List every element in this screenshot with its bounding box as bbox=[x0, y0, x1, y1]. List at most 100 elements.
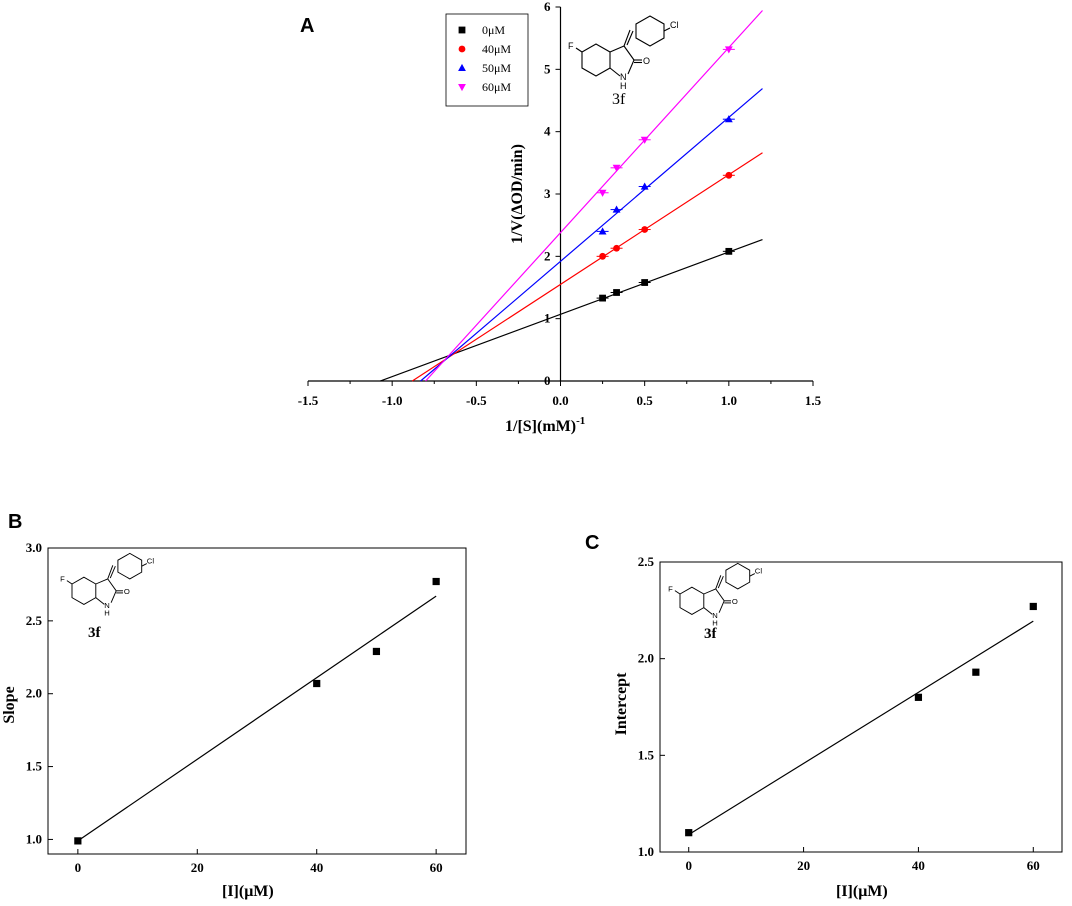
panel-a-ylabel: 1/V(ΔOD/min) bbox=[509, 144, 526, 244]
panel-c-plot: 0 20 40 60 1.0 1.5 2.0 2.5 bbox=[638, 554, 1040, 873]
panel-a-data-point bbox=[640, 182, 649, 190]
panel-a-y-tick-label: 1 bbox=[544, 311, 551, 326]
panel-b-y-tick-label: 3.0 bbox=[26, 540, 42, 555]
panel-c-frame bbox=[659, 561, 1063, 853]
panel-a-data-point bbox=[725, 247, 733, 255]
atom-amine-n: N bbox=[620, 72, 627, 82]
panel-b-y-tick-label: 2.5 bbox=[26, 613, 43, 628]
legend-label: 40μM bbox=[482, 42, 511, 56]
panel-b-plot: 0 20 40 60 1.0 1.5 2.0 2.5 3.0 bbox=[26, 540, 443, 875]
atom-oxygen: O bbox=[643, 56, 650, 66]
panel-b-y-tick-label: 1.0 bbox=[26, 831, 42, 846]
panel-a-molecule-3f: F Cl N H O bbox=[568, 15, 679, 91]
panel-a-data-point bbox=[599, 252, 606, 260]
atom-chlorine: Cl bbox=[147, 557, 155, 566]
panel-a-fit-line bbox=[425, 10, 763, 382]
panel-b-data-point bbox=[372, 647, 381, 656]
panel-c-x-tick-label: 0 bbox=[685, 858, 692, 873]
panel-a-fit-line bbox=[380, 238, 763, 382]
panel-a-x-tick-label: -0.5 bbox=[466, 393, 487, 408]
panel-c-data-point bbox=[685, 829, 693, 837]
panel-a-data-point bbox=[613, 244, 620, 252]
legend-label: 50μM bbox=[482, 61, 511, 75]
panel-b-x-tick-label: 0 bbox=[75, 860, 82, 875]
atom-fluorine: F bbox=[60, 574, 65, 583]
panel-b-data-point bbox=[313, 679, 321, 688]
legend-label: 0μM bbox=[482, 23, 505, 37]
atom-oxygen: O bbox=[124, 587, 130, 596]
panel-b-data-point bbox=[432, 577, 440, 586]
panel-a-y-tick-label: 5 bbox=[544, 61, 551, 76]
panel-a-legend: 0μM 40μM 50μM 60μM bbox=[445, 13, 529, 107]
panel-c-data-point bbox=[972, 668, 980, 676]
panel-c-fit-line bbox=[688, 620, 1034, 836]
panel-c-molecule-3f: F Cl N H O bbox=[668, 562, 763, 627]
panel-b-molecule-3f: F Cl N H O bbox=[60, 552, 155, 617]
atom-amine-n: N bbox=[104, 601, 110, 610]
panel-b-y-tick-label: 2.0 bbox=[26, 686, 42, 701]
panel-c-x-tick-label: 40 bbox=[912, 858, 925, 873]
panel-letter-c: C bbox=[585, 532, 599, 554]
panel-b-x-tick-label: 40 bbox=[310, 860, 323, 875]
atom-fluorine: F bbox=[668, 584, 673, 593]
panel-b-ylabel: Slope bbox=[1, 686, 18, 723]
panel-a-x-tick-label: 0.5 bbox=[637, 393, 654, 408]
panel-a-compound-label: 3f bbox=[612, 91, 626, 108]
atom-amine-h: H bbox=[712, 618, 718, 627]
panel-a-data-point bbox=[598, 227, 607, 235]
panel-b-x-tick-label: 20 bbox=[191, 860, 204, 875]
panel-a-data-point bbox=[613, 289, 620, 296]
panel-c-data-point bbox=[914, 693, 923, 701]
panel-a-x-tick-label: 1.0 bbox=[721, 393, 737, 408]
legend-marker bbox=[458, 63, 466, 72]
panel-a-data-point bbox=[641, 226, 649, 233]
panel-c-y-tick-label: 1.5 bbox=[638, 747, 655, 762]
panel-a-data-point bbox=[725, 171, 733, 179]
panel-b-y-tick-label: 1.5 bbox=[26, 759, 43, 774]
panel-c-ylabel: Intercept bbox=[613, 672, 630, 735]
panel-a-data-point bbox=[724, 46, 733, 54]
atom-oxygen: O bbox=[732, 597, 738, 606]
panel-a-xlabel-superscript: -1 bbox=[576, 415, 585, 427]
legend-label: 60μM bbox=[482, 80, 511, 94]
panel-a-xlabel-text: 1/[S](mM) bbox=[505, 418, 576, 435]
atom-amine-h: H bbox=[104, 608, 110, 617]
panel-a-x-tick-label: -1.5 bbox=[298, 393, 319, 408]
panel-b-data-point bbox=[74, 837, 82, 845]
panel-a-data-point bbox=[612, 164, 621, 172]
panel-a-data-point bbox=[640, 136, 649, 144]
panel-a-x-tick-label: -1.0 bbox=[382, 393, 403, 408]
atom-amine-h: H bbox=[620, 81, 627, 91]
atom-chlorine: Cl bbox=[755, 567, 763, 576]
legend-marker bbox=[458, 26, 466, 34]
panel-b-compound-label: 3f bbox=[88, 625, 102, 641]
panel-b-fit-line bbox=[77, 595, 437, 842]
panel-a-x-tick-label: 0.0 bbox=[552, 393, 568, 408]
atom-chlorine: Cl bbox=[670, 20, 679, 30]
panel-a-xlabel: 1/[S](mM)-1 bbox=[505, 415, 585, 435]
panel-a-data-point bbox=[641, 279, 649, 286]
panel-a-x-tick-label: 1.5 bbox=[805, 393, 822, 408]
panel-a-fit-line bbox=[420, 88, 763, 382]
panel-c-x-tick-label: 60 bbox=[1027, 858, 1040, 873]
panel-a-y-tick-label: 0 bbox=[544, 373, 551, 388]
atom-amine-n: N bbox=[712, 611, 718, 620]
panel-a-y-tick-label: 2 bbox=[544, 248, 551, 263]
legend-marker bbox=[458, 45, 466, 53]
panel-b-frame bbox=[47, 547, 467, 855]
panel-a-data-point bbox=[599, 294, 606, 302]
panel-a-y-tick-label: 4 bbox=[544, 124, 551, 139]
panel-a-fit-line bbox=[411, 152, 763, 382]
panel-a-data-point bbox=[612, 205, 621, 213]
panel-a-data-point bbox=[724, 115, 733, 123]
atom-fluorine: F bbox=[568, 41, 574, 51]
panel-c-y-tick-label: 2.5 bbox=[638, 554, 655, 569]
panel-letter-a: A bbox=[300, 15, 314, 37]
panel-c-y-tick-label: 2.0 bbox=[638, 651, 654, 666]
panel-b-xlabel: [I](μM) bbox=[222, 883, 274, 900]
panel-c-compound-label: 3f bbox=[704, 626, 718, 642]
panel-c-data-point bbox=[1029, 602, 1037, 611]
legend-marker bbox=[458, 83, 466, 92]
panel-b-x-tick-label: 60 bbox=[430, 860, 443, 875]
